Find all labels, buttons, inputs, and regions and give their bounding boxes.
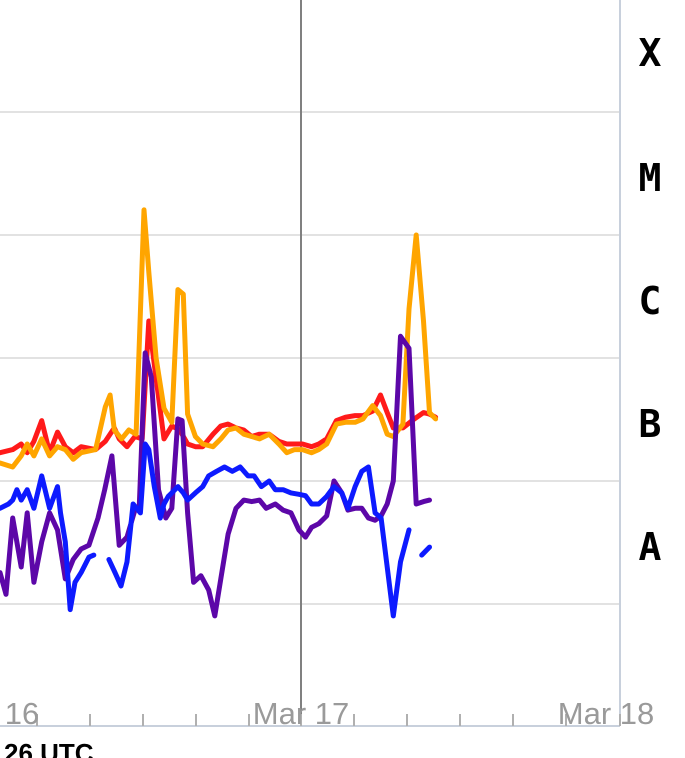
x-axis-ticks: 16 Mar 17 Mar 18 bbox=[5, 696, 654, 731]
series-line bbox=[0, 473, 97, 613]
flare-class-labels: X M C B A bbox=[639, 31, 662, 569]
class-label-b: B bbox=[639, 402, 662, 446]
series-line bbox=[0, 207, 439, 470]
class-label-m: M bbox=[639, 156, 662, 200]
series-layer bbox=[0, 207, 439, 619]
class-label-a: A bbox=[639, 525, 662, 569]
series-line bbox=[0, 333, 432, 619]
series-line bbox=[419, 544, 432, 558]
x-tick-label: Mar 17 bbox=[253, 696, 349, 731]
footer-time-label: 26 UTC bbox=[4, 738, 94, 758]
series-line bbox=[0, 318, 439, 456]
chart-axes bbox=[0, 0, 621, 727]
x-tick-label: 16 bbox=[5, 696, 39, 731]
class-label-x: X bbox=[639, 31, 662, 75]
series-line bbox=[106, 441, 412, 619]
x-tick-label: Mar 18 bbox=[558, 696, 654, 731]
class-label-c: C bbox=[639, 279, 662, 323]
grid-lines bbox=[0, 111, 620, 605]
